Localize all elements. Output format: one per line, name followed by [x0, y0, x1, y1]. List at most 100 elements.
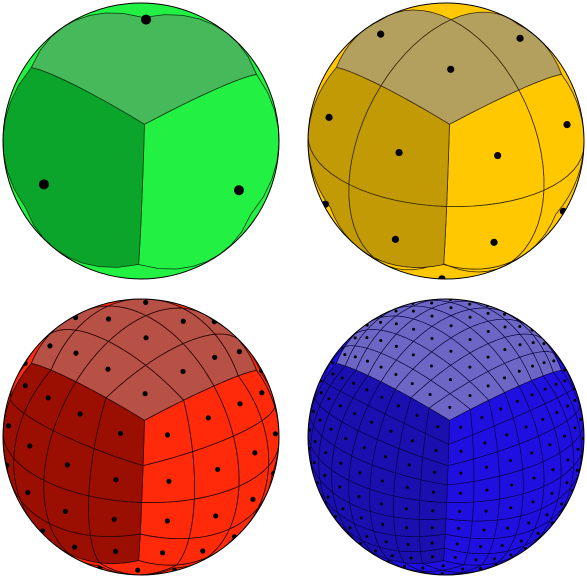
- grid-node-dot: [430, 301, 434, 305]
- grid-node-dot: [142, 391, 148, 397]
- grid-node-dot: [457, 527, 461, 531]
- grid-node-dot: [403, 564, 407, 568]
- grid-cell: [450, 11, 562, 91]
- grid-node-dot: [338, 404, 342, 408]
- grid-node-dot: [362, 446, 366, 450]
- cubed-sphere-red: [2, 298, 280, 576]
- grid-node-dot: [391, 235, 400, 243]
- grid-node-dot: [341, 507, 345, 511]
- grid-node-dot: [517, 369, 521, 373]
- cube-face-py: [30, 299, 257, 421]
- grid-node-dot: [479, 545, 483, 549]
- grid-node-dot: [312, 409, 316, 413]
- grid-node-dot: [458, 491, 462, 495]
- grid-node-dot: [379, 365, 383, 369]
- grid-node-dot: [143, 299, 149, 305]
- grid-node-dot: [503, 376, 507, 380]
- cubed-sphere-yellow: [307, 2, 585, 280]
- grid-node-dot: [105, 316, 112, 322]
- grid-node-dot: [430, 314, 434, 318]
- grid-node-dot: [205, 415, 211, 421]
- grid-node-dot: [448, 405, 452, 409]
- grid-node-dot: [313, 439, 317, 443]
- grid-node-dot: [536, 532, 540, 536]
- cube-face-pz: [308, 363, 450, 564]
- cube-face-pz: [308, 67, 450, 268]
- grid-node-dot: [575, 468, 579, 472]
- grid-node-dot: [524, 425, 528, 429]
- grid-node-dot: [212, 354, 218, 360]
- grid-node-dot: [334, 514, 338, 518]
- grid-node-dot: [563, 368, 567, 372]
- grid-node-dot: [548, 443, 552, 447]
- grid-node-dot: [518, 325, 522, 329]
- grid-node-dot: [503, 325, 507, 329]
- grid-node-dot: [566, 458, 570, 462]
- cube-face-py: [336, 299, 562, 421]
- grid-cell: [3, 67, 145, 268]
- grid-node-dot: [492, 557, 496, 561]
- grid-node-dot: [159, 550, 166, 556]
- grid-node-dot: [550, 491, 554, 495]
- grid-node-dot: [319, 391, 323, 395]
- cube-face-pz: [3, 67, 145, 268]
- grid-node-dot: [405, 486, 409, 490]
- grid-node-dot: [531, 341, 535, 345]
- grid-node-dot: [468, 315, 472, 319]
- grid-node-dot: [468, 394, 472, 398]
- grid-node-dot: [555, 410, 559, 414]
- grid-node-dot: [433, 470, 437, 474]
- grid-node-dot: [111, 516, 117, 522]
- grid-node-dot: [180, 318, 186, 324]
- grid-node-dot: [353, 336, 357, 340]
- grid-node-dot: [27, 443, 33, 449]
- grid-node-dot: [379, 339, 383, 343]
- grid-node-dot: [485, 465, 489, 469]
- grid-node-dot: [164, 518, 170, 524]
- grid-node-dot: [64, 462, 70, 468]
- grid-node-dot: [318, 418, 322, 422]
- grid-node-dot: [326, 495, 330, 499]
- grid-node-dot: [494, 151, 502, 160]
- grid-node-dot: [474, 558, 478, 562]
- grid-node-dot: [530, 393, 534, 397]
- grid-node-dot: [380, 395, 384, 399]
- cube-face-py: [335, 9, 562, 125]
- grid-node-dot: [531, 500, 535, 504]
- grid-node-dot: [461, 567, 465, 571]
- grid-node-dot: [339, 461, 343, 465]
- grid-node-dot: [359, 516, 363, 520]
- grid-node-dot: [490, 238, 498, 246]
- sphere-outline: [2, 298, 280, 576]
- cube-face-px: [443, 73, 584, 270]
- grid-node-dot: [411, 353, 415, 357]
- grid-node-dot: [430, 541, 434, 545]
- grid-node-dot: [373, 549, 377, 553]
- grid-node-dot: [358, 471, 362, 475]
- grid-node-dot: [25, 489, 31, 496]
- grid-node-dot: [213, 513, 219, 519]
- grid-node-dot: [353, 355, 357, 359]
- grid-node-dot: [509, 506, 513, 510]
- grid-node-dot: [554, 382, 558, 386]
- grid-node-dot: [441, 564, 445, 568]
- grid-node-dot: [353, 412, 357, 416]
- grid-node-dot: [117, 430, 124, 437]
- grid-node-dot: [573, 398, 577, 402]
- grid-node-dot: [431, 509, 435, 513]
- grid-node-dot: [515, 399, 519, 403]
- grid-node-dot: [164, 432, 171, 438]
- grid-node-dot: [440, 571, 444, 575]
- grid-node-dot: [530, 364, 534, 368]
- grid-node-dot: [377, 30, 385, 38]
- cubed-sphere-blue: [307, 298, 585, 576]
- grid-node-dot: [329, 427, 333, 431]
- grid-node-dot: [324, 451, 328, 455]
- grid-node-dot: [259, 390, 265, 396]
- grid-node-dot: [541, 417, 545, 421]
- grid-node-dot: [233, 185, 244, 196]
- grid-node-dot: [563, 120, 571, 129]
- grid-node-dot: [365, 534, 369, 538]
